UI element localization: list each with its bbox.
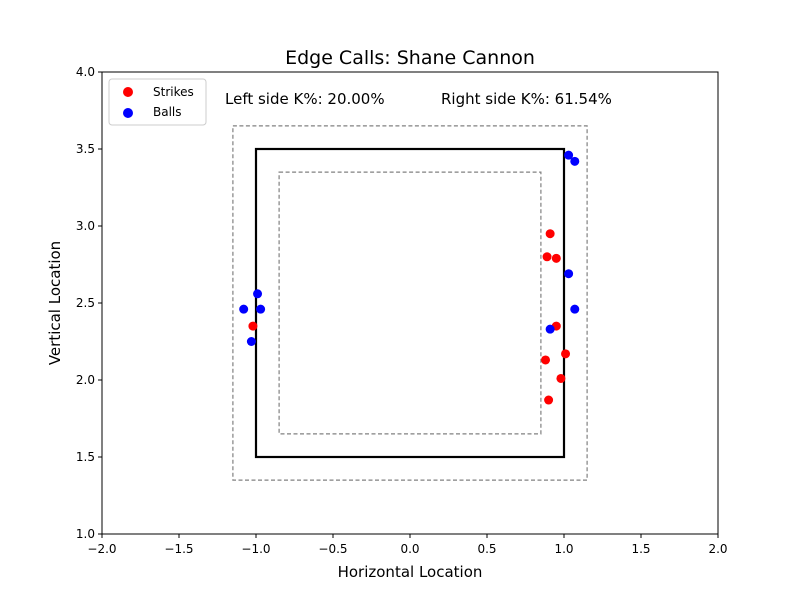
legend-marker-balls [123, 108, 133, 118]
point-strikes [551, 253, 561, 263]
x-tick-label: 0.5 [477, 542, 496, 556]
left-side-k-annotation: Left side K%: 20.00% [225, 90, 385, 108]
x-axis-ticks: −2.0 −1.5 −1.0 −0.5 0.0 0.5 1.0 1.5 2.0 [87, 534, 728, 556]
x-tick-label: 2.0 [708, 542, 727, 556]
y-axis-label: Vertical Location [46, 241, 64, 365]
data-points [239, 150, 580, 405]
point-strikes [561, 349, 571, 359]
point-balls [239, 304, 249, 314]
strike-zone [254, 147, 566, 459]
point-strikes [544, 395, 554, 405]
x-tick-label: −1.0 [241, 542, 270, 556]
legend: Strikes Balls [108, 78, 207, 126]
y-tick-label: 2.0 [76, 373, 95, 387]
point-strikes [545, 229, 555, 239]
point-balls [253, 289, 263, 299]
y-tick-label: 1.0 [76, 527, 95, 541]
chart-title: Edge Calls: Shane Cannon [285, 47, 535, 69]
x-tick-label: −1.5 [164, 542, 193, 556]
zone-layer [232, 125, 588, 481]
y-axis-ticks: 1.0 1.5 2.0 2.5 3.0 3.5 4.0 [76, 65, 102, 541]
point-strikes [248, 321, 258, 331]
legend-label-balls: Balls [153, 105, 182, 119]
x-tick-label: 1.0 [554, 542, 573, 556]
point-balls [564, 269, 574, 279]
y-tick-label: 4.0 [76, 65, 95, 79]
point-balls [570, 156, 580, 166]
point-strikes [542, 252, 552, 262]
outer-edge-zone [232, 125, 588, 481]
point-balls [256, 304, 266, 314]
x-tick-label: 1.5 [631, 542, 650, 556]
right-side-k-annotation: Right side K%: 61.54% [441, 90, 612, 108]
legend-label-strikes: Strikes [153, 85, 194, 99]
x-tick-label: −0.5 [318, 542, 347, 556]
x-tick-label: −2.0 [87, 542, 116, 556]
x-axis-label: Horizontal Location [338, 563, 483, 581]
point-strikes [541, 355, 551, 365]
legend-marker-strikes [123, 87, 133, 97]
x-tick-label: 0.0 [400, 542, 419, 556]
y-tick-label: 3.0 [76, 219, 95, 233]
legend-frame [108, 78, 207, 126]
point-balls [564, 150, 574, 160]
point-strikes [556, 373, 566, 383]
point-balls [246, 337, 256, 346]
y-tick-label: 1.5 [76, 450, 95, 464]
point-balls [545, 324, 555, 334]
y-tick-label: 3.5 [76, 142, 95, 156]
inner-edge-zone [278, 171, 542, 435]
point-balls [570, 304, 580, 314]
y-tick-label: 2.5 [76, 296, 95, 310]
